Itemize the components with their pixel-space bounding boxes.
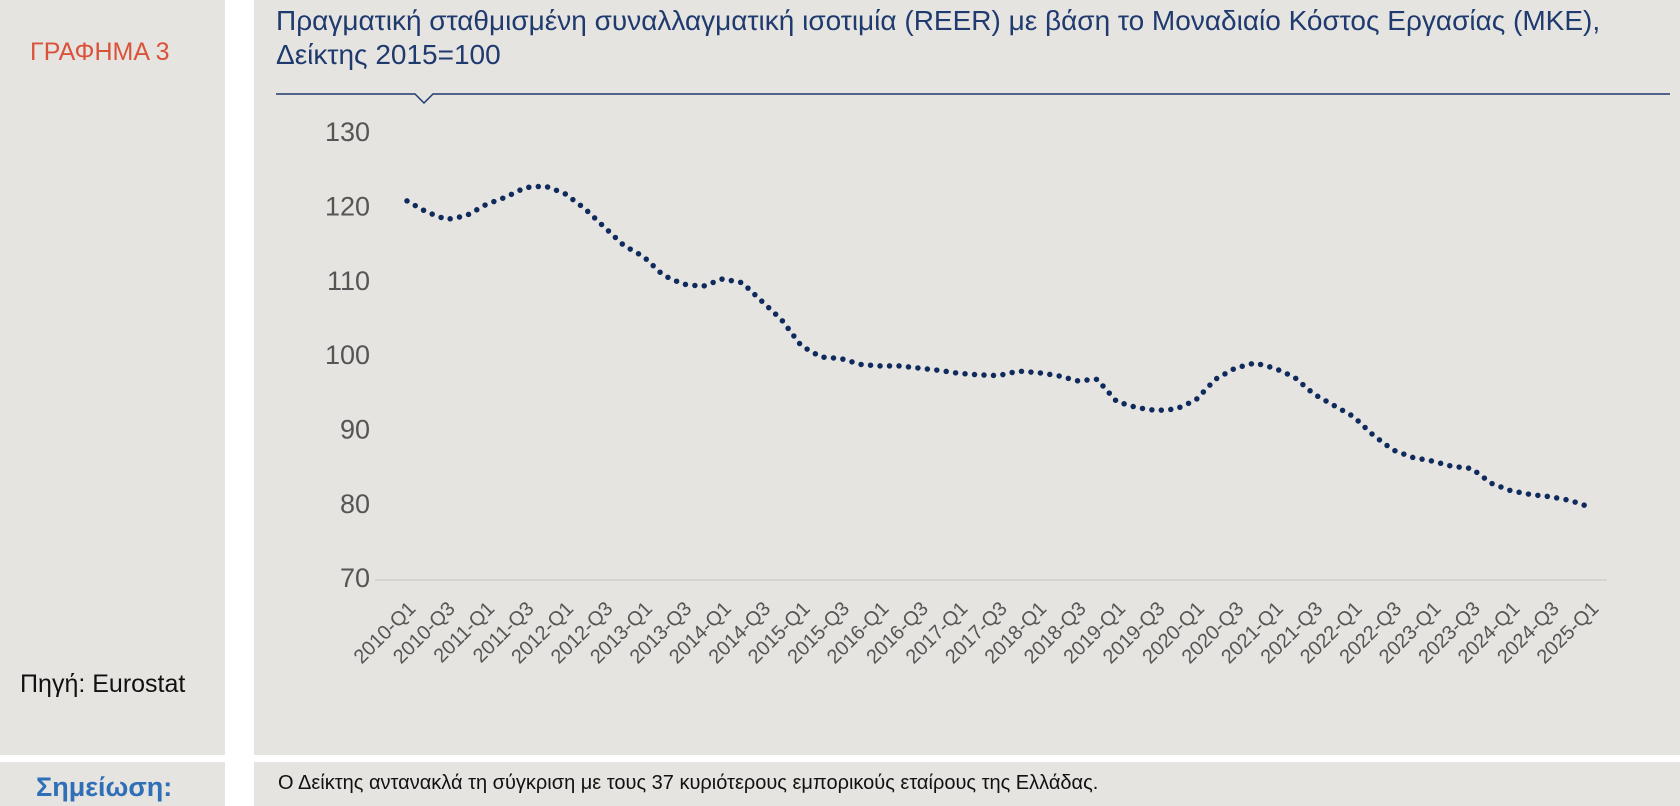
y-tick-label: 100 [325,340,370,370]
chart-panel [254,0,1680,755]
y-tick-label: 90 [340,414,370,444]
data-line [404,183,1593,510]
y-tick-label: 130 [325,117,370,147]
title-rule [276,93,1670,105]
side-panel [0,0,225,755]
note-text: Ο Δείκτης αντανακλά τη σύγκριση με τους … [278,772,1099,794]
y-tick-label: 70 [340,563,370,593]
note-text-panel [254,762,1680,806]
chart-title: Πραγματική σταθμισμένη συναλλαγματική ισ… [276,5,1601,70]
y-tick-label: 120 [325,191,370,221]
figure-label: ΓΡΑΦΗΜΑ 3 [30,38,170,66]
y-tick-label: 110 [327,266,370,296]
y-tick-label: 80 [340,489,370,519]
note-label-panel [0,762,225,806]
note-label: Σημείωση: [36,772,173,802]
source: Πηγή: Eurostat [20,670,186,698]
